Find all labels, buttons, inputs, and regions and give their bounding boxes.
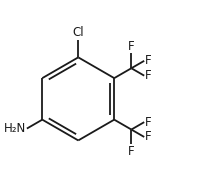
- Text: F: F: [145, 69, 152, 82]
- Text: Cl: Cl: [72, 26, 84, 39]
- Text: F: F: [145, 130, 152, 143]
- Text: F: F: [128, 40, 135, 53]
- Text: F: F: [145, 54, 152, 67]
- Text: F: F: [128, 145, 135, 158]
- Text: F: F: [145, 116, 152, 129]
- Text: H₂N: H₂N: [4, 122, 26, 135]
